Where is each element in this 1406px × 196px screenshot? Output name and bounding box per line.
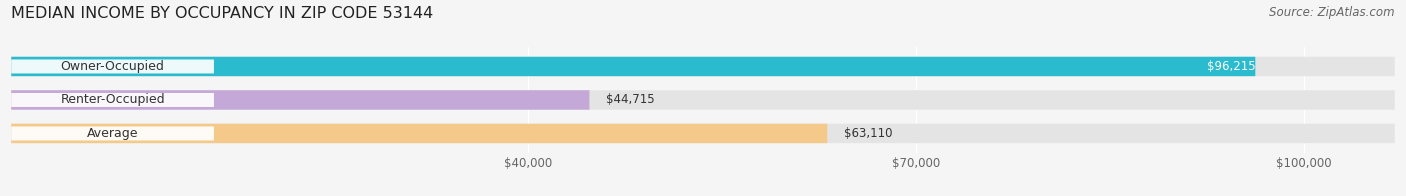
Text: Source: ZipAtlas.com: Source: ZipAtlas.com — [1270, 6, 1395, 19]
Text: Average: Average — [87, 127, 138, 140]
Text: $63,110: $63,110 — [844, 127, 893, 140]
Text: Owner-Occupied: Owner-Occupied — [60, 60, 165, 73]
Text: $96,215: $96,215 — [1206, 60, 1256, 73]
FancyBboxPatch shape — [11, 90, 1395, 110]
FancyBboxPatch shape — [11, 57, 1256, 76]
FancyBboxPatch shape — [11, 59, 214, 74]
FancyBboxPatch shape — [11, 126, 214, 141]
FancyBboxPatch shape — [11, 124, 827, 143]
Text: MEDIAN INCOME BY OCCUPANCY IN ZIP CODE 53144: MEDIAN INCOME BY OCCUPANCY IN ZIP CODE 5… — [11, 6, 433, 21]
Text: Renter-Occupied: Renter-Occupied — [60, 93, 165, 106]
FancyBboxPatch shape — [11, 57, 1395, 76]
Text: $44,715: $44,715 — [606, 93, 655, 106]
FancyBboxPatch shape — [11, 90, 589, 110]
FancyBboxPatch shape — [11, 93, 214, 107]
FancyBboxPatch shape — [11, 124, 1395, 143]
